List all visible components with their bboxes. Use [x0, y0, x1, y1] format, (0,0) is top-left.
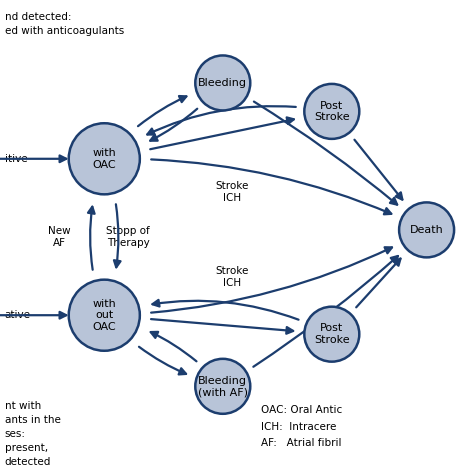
Circle shape — [69, 280, 140, 351]
Text: detected: detected — [5, 457, 51, 467]
Text: Death: Death — [410, 225, 444, 235]
Text: nt with: nt with — [5, 401, 41, 410]
Circle shape — [399, 202, 454, 257]
Text: AF:   Atrial fibril: AF: Atrial fibril — [261, 438, 341, 448]
Text: ed with anticoagulants: ed with anticoagulants — [5, 26, 124, 36]
Text: Post
Stroke: Post Stroke — [314, 100, 350, 122]
Text: Bleeding: Bleeding — [198, 78, 247, 88]
Text: ICH:  Intracere: ICH: Intracere — [261, 422, 336, 432]
Text: nd detected:: nd detected: — [5, 12, 71, 22]
Circle shape — [195, 359, 250, 414]
Text: with
out
OAC: with out OAC — [92, 299, 116, 332]
Circle shape — [69, 123, 140, 194]
Text: OAC: Oral Antic: OAC: Oral Antic — [261, 405, 342, 415]
FancyArrowPatch shape — [72, 314, 117, 344]
Circle shape — [304, 307, 359, 362]
FancyArrowPatch shape — [323, 90, 356, 113]
Text: with
OAC: with OAC — [92, 148, 116, 170]
Text: Stopp of
Therapy: Stopp of Therapy — [106, 226, 150, 248]
Circle shape — [195, 55, 250, 110]
Circle shape — [304, 84, 359, 139]
Text: Stroke
ICH: Stroke ICH — [216, 181, 249, 203]
Text: ative: ative — [5, 310, 31, 320]
Text: itive: itive — [5, 154, 27, 164]
Text: ses:: ses: — [5, 429, 26, 439]
FancyArrowPatch shape — [74, 127, 113, 163]
Text: ants in the: ants in the — [5, 415, 61, 425]
Text: present,: present, — [5, 443, 48, 453]
Text: Stroke
ICH: Stroke ICH — [216, 266, 249, 288]
Text: Post
Stroke: Post Stroke — [314, 323, 350, 345]
FancyArrowPatch shape — [327, 328, 354, 358]
Text: New
AF: New AF — [48, 226, 71, 248]
Text: Bleeding
(with AF): Bleeding (with AF) — [198, 375, 248, 397]
